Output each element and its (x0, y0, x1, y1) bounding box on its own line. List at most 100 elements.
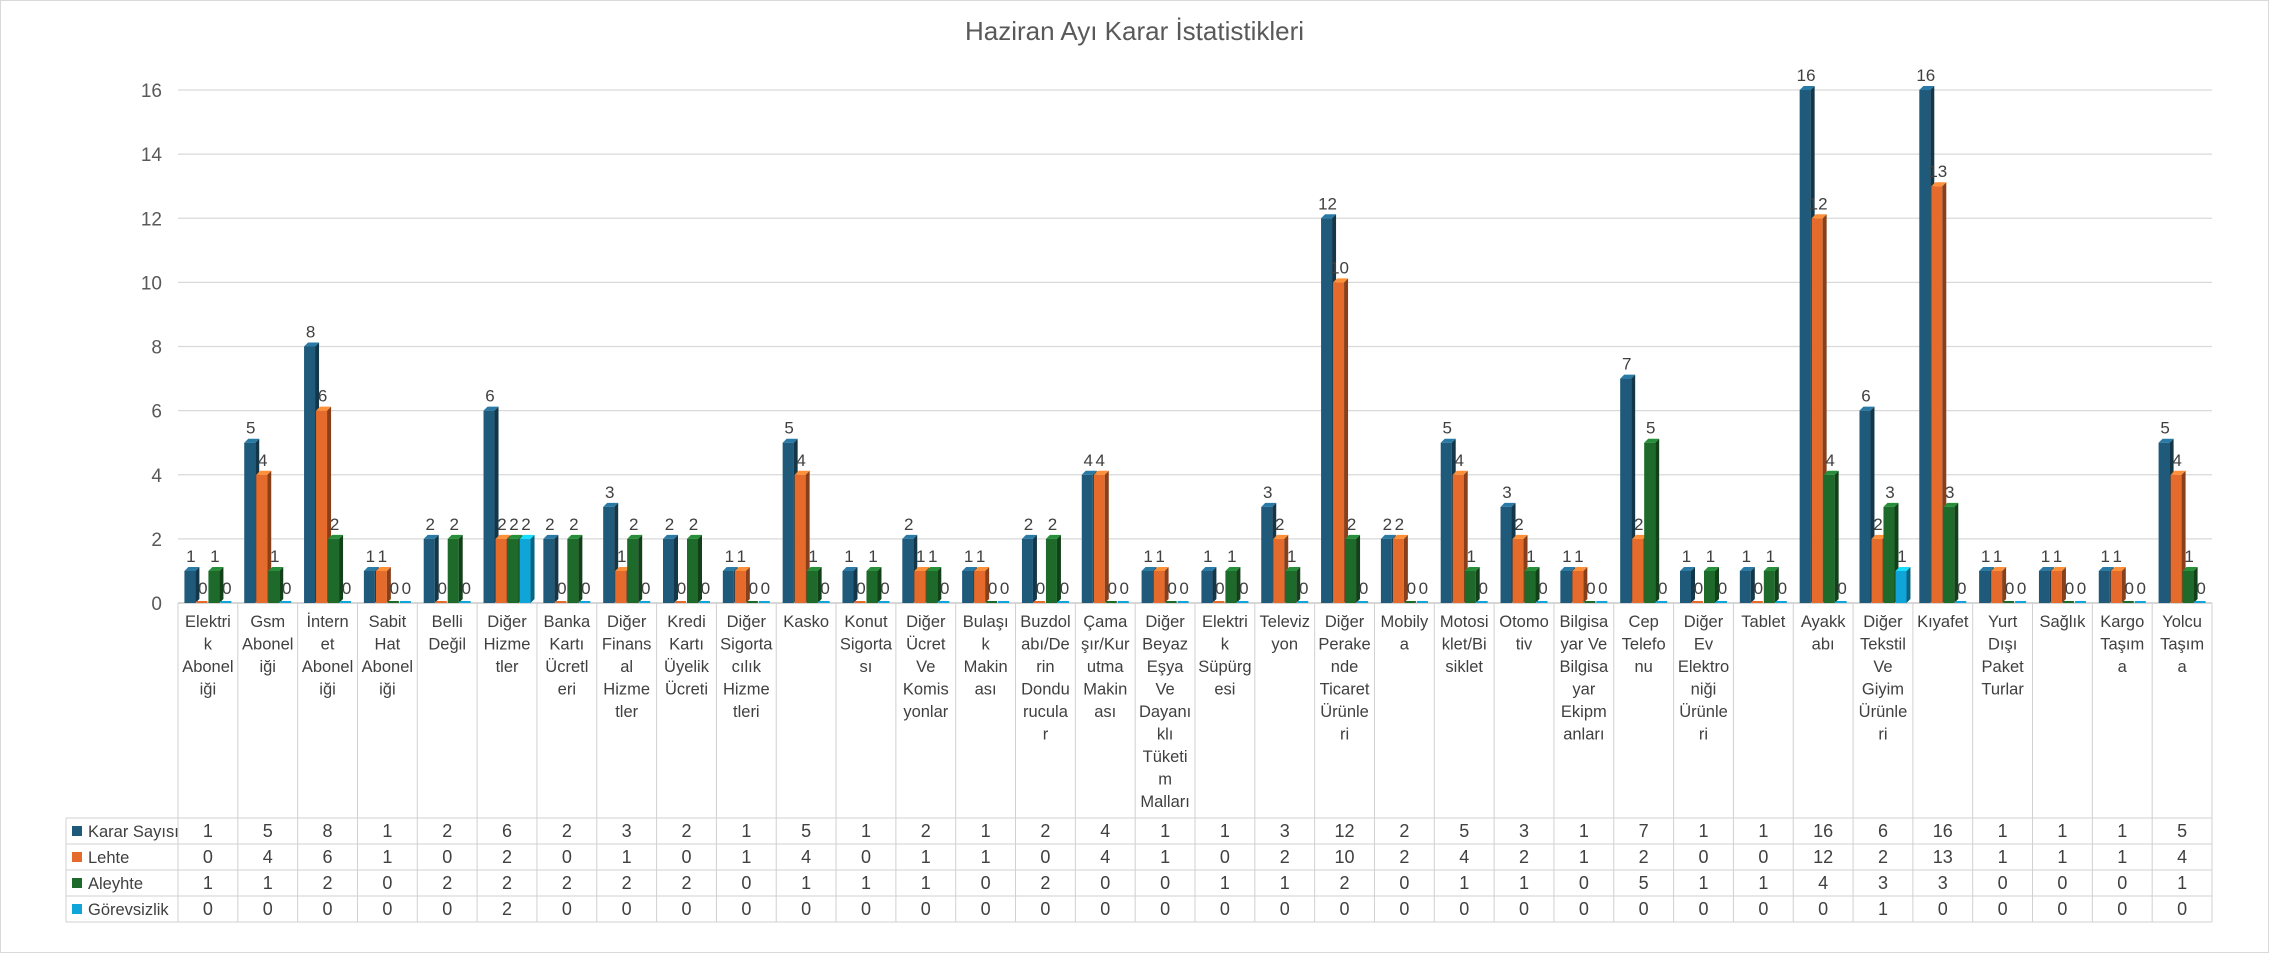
category-label: Taşım (2100, 636, 2144, 654)
table-cell: 1 (1998, 847, 2008, 867)
bar (1500, 506, 1512, 603)
legend-swatch (72, 878, 82, 888)
bar-side (1942, 182, 1947, 603)
table-cell: 1 (1579, 847, 1589, 867)
category-label: Ve (916, 658, 935, 676)
category-label: Makin (1083, 681, 1127, 699)
table-cell: 3 (1519, 821, 1529, 841)
category-label: Hizme (603, 681, 650, 699)
table-cell: 0 (562, 847, 572, 867)
bar-side (1032, 534, 1037, 603)
bar (1859, 410, 1871, 603)
data-label: 2 (689, 515, 698, 534)
bar-side (279, 566, 284, 603)
table-cell: 1 (1519, 873, 1529, 893)
data-label: 2 (904, 515, 913, 534)
bar (2062, 601, 2074, 603)
bar-side (1715, 566, 1719, 603)
bar-top (208, 566, 224, 571)
data-label: 0 (437, 579, 446, 598)
category-label: rin (1036, 658, 1054, 676)
data-label: 0 (402, 579, 411, 598)
data-label: 1 (1574, 547, 1583, 566)
category-label: Hat (375, 636, 401, 654)
bar-top (2182, 566, 2198, 571)
data-label: 1 (1203, 547, 1212, 566)
table-cell: 1 (921, 873, 931, 893)
category-label: Belli (432, 613, 463, 631)
bar (196, 601, 208, 603)
legend-label: Aleyhte (88, 875, 143, 893)
table-cell: 1 (1160, 821, 1170, 841)
category-label: yon (1271, 636, 1298, 654)
bar (423, 538, 435, 603)
data-label: 2 (1048, 515, 1057, 534)
category-label: Diğer (1684, 613, 1724, 631)
category-label: Sağlık (2040, 613, 2087, 631)
bar (1943, 506, 1955, 603)
bar (842, 570, 854, 603)
data-label: 2 (629, 515, 638, 534)
bar (435, 601, 447, 603)
category-label: Bilgisa (1560, 613, 1609, 631)
table-cell: 1 (2117, 821, 2127, 841)
bar (1201, 570, 1213, 603)
data-label: 0 (1167, 579, 1176, 598)
bar-side (1954, 502, 1959, 603)
legend-label: Lehte (88, 849, 129, 867)
table-cell: 1 (1698, 821, 1708, 841)
category-label: Perake (1318, 636, 1370, 654)
data-label: 0 (557, 579, 566, 598)
category-label: Tablet (1741, 613, 1785, 631)
data-label: 0 (2065, 579, 2074, 598)
category-label: Telefo (1622, 636, 1666, 654)
table-cell: 2 (502, 899, 512, 919)
bar-top (1201, 566, 1217, 571)
table-cell: 1 (2117, 847, 2127, 867)
bar (1261, 506, 1273, 603)
data-label: 0 (820, 579, 829, 598)
category-label: eri (558, 681, 576, 699)
bar-side (1296, 566, 1301, 603)
data-label: 1 (1682, 547, 1691, 566)
data-label: 1 (1466, 547, 1475, 566)
category-label: tler (615, 703, 638, 721)
category-label: Paket (1982, 658, 2025, 676)
bar-top (1943, 502, 1959, 507)
data-label: 2 (569, 515, 578, 534)
bar (2170, 474, 2182, 603)
category-label: yar Ve (1560, 636, 1607, 654)
bar (1895, 570, 1907, 603)
category-label: Komis (903, 681, 949, 699)
table-cell: 1 (2057, 821, 2067, 841)
table-cell: 0 (861, 899, 871, 919)
category-label: Sabit (369, 613, 407, 631)
bar-top (304, 342, 320, 347)
data-label: 0 (222, 579, 231, 598)
table-cell: 0 (1818, 899, 1828, 919)
bar-top (722, 566, 738, 571)
data-label: 2 (1347, 515, 1356, 534)
bar (1871, 538, 1883, 603)
y-tick-label: 12 (141, 209, 162, 230)
data-label: 2 (509, 515, 518, 534)
table-cell: 12 (1813, 847, 1833, 867)
table-cell: 1 (861, 873, 871, 893)
bar-side (1750, 566, 1755, 603)
bar (2110, 570, 2122, 603)
bar-top (627, 534, 643, 539)
table-cell: 1 (2057, 847, 2067, 867)
bar (1584, 601, 1596, 603)
category-label: a (1400, 636, 1410, 654)
table-cell: 0 (1160, 873, 1170, 893)
bar-top (842, 566, 858, 571)
bar (268, 570, 280, 603)
bar-top (567, 534, 583, 539)
table-cell: 5 (801, 821, 811, 841)
table-cell: 4 (2177, 847, 2187, 867)
category-label: Otomo (1499, 613, 1549, 631)
category-label: Bilgisa (1560, 658, 1609, 676)
table-cell: 0 (2117, 899, 2127, 919)
bar (1177, 601, 1189, 603)
